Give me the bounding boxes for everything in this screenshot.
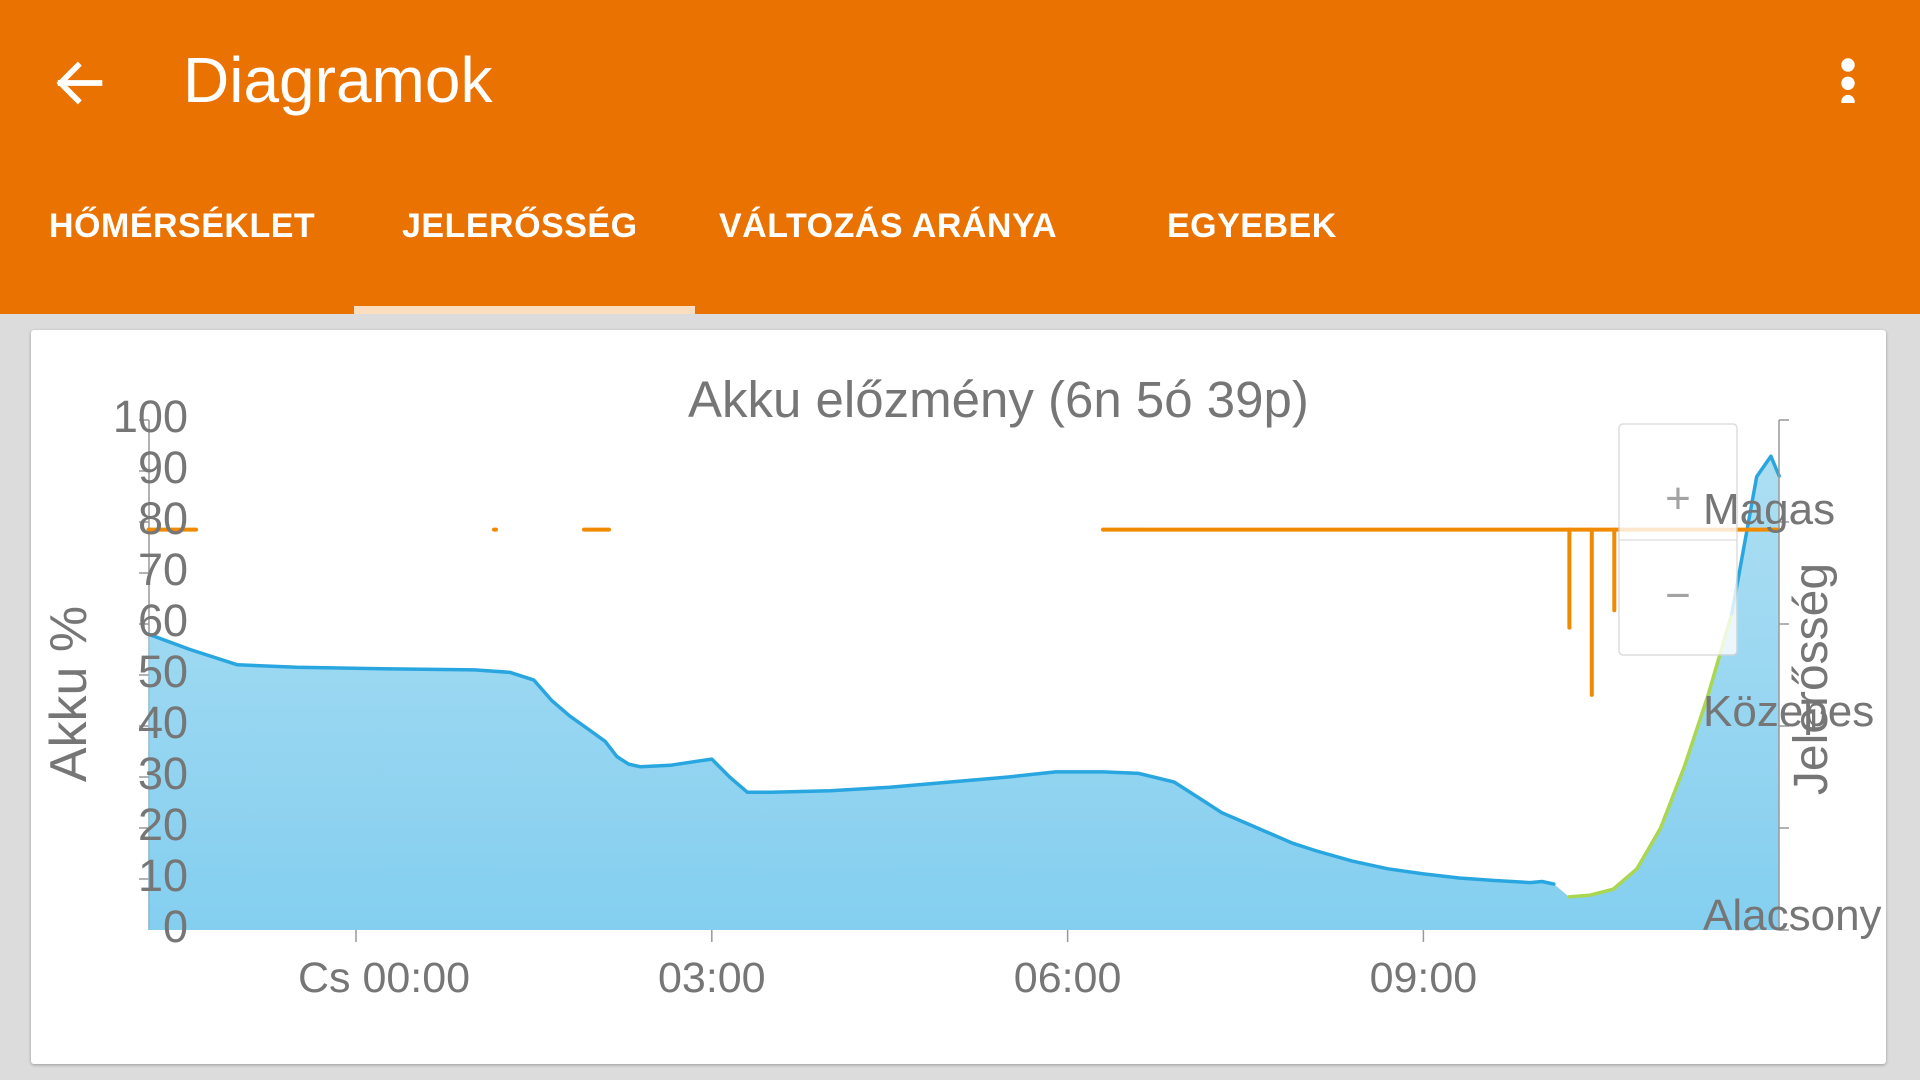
svg-text:09:00: 09:00 [1370,954,1478,1002]
svg-text:Magas: Magas [1703,485,1835,534]
svg-text:20: 20 [138,799,188,850]
svg-text:40: 40 [138,697,188,748]
svg-text:Jelerősség: Jelerősség [1785,563,1838,795]
svg-text:03:00: 03:00 [658,954,766,1002]
svg-text:80: 80 [138,493,188,544]
svg-text:50: 50 [138,646,188,697]
svg-text:70: 70 [138,544,188,595]
svg-text:100: 100 [113,391,188,442]
svg-text:Akku %: Akku % [40,606,98,782]
svg-text:10: 10 [138,850,188,901]
svg-text:30: 30 [138,748,188,799]
svg-text:Alacsony: Alacsony [1703,891,1882,940]
svg-text:90: 90 [138,442,188,493]
svg-text:Cs 00:00: Cs 00:00 [298,954,470,1002]
svg-text:0: 0 [163,901,188,952]
svg-text:06:00: 06:00 [1014,954,1122,1002]
svg-text:−: − [1665,571,1691,620]
svg-text:60: 60 [138,595,188,646]
svg-text:+: + [1665,474,1691,523]
